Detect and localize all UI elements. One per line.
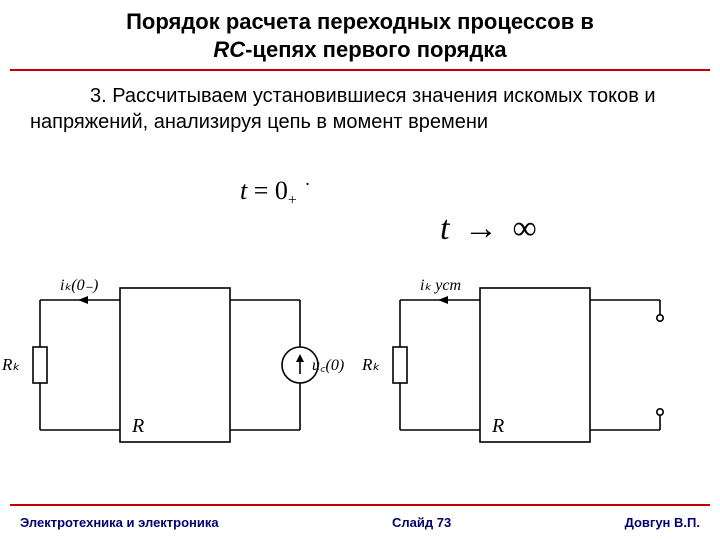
- formula1-dot: .: [305, 169, 310, 189]
- svg-text:Rₖ: Rₖ: [1, 355, 20, 374]
- formula1-eq: = 0: [254, 176, 288, 205]
- footer: Электротехника и электроника Слайд 73 До…: [20, 515, 700, 530]
- footer-center: Слайд 73: [392, 515, 451, 530]
- top-rule: [10, 69, 710, 71]
- body-text: 3. Рассчитываем установившиеся значения …: [30, 85, 656, 133]
- slide-title: Порядок расчета переходных процессов в R…: [0, 0, 720, 67]
- svg-text:u꜀(0): u꜀(0): [312, 357, 344, 374]
- formula2-arrow: →: [458, 210, 504, 247]
- title-rc: RC: [213, 37, 245, 62]
- formula1-sub: +: [288, 192, 297, 209]
- circuits-svg: iₖ(0₋) Rₖ Ru꜀(0) iₖ уст Rₖ R: [0, 260, 720, 480]
- formula-t-zero: t = 0+ .: [240, 176, 308, 210]
- circuit-diagrams: iₖ(0₋) Rₖ Ru꜀(0) iₖ уст Rₖ R: [0, 260, 720, 480]
- formula1-var: t: [240, 176, 247, 205]
- footer-rule: [10, 504, 710, 506]
- body-paragraph: 3. Рассчитываем установившиеся значения …: [0, 73, 720, 135]
- svg-text:iₖ уст: iₖ уст: [420, 277, 461, 294]
- svg-text:iₖ(0₋): iₖ(0₋): [60, 277, 98, 294]
- formula2-inf: ∞: [512, 210, 536, 247]
- formula2-var: t: [440, 210, 449, 247]
- footer-left: Электротехника и электроника: [20, 515, 219, 530]
- svg-text:Rₖ: Rₖ: [361, 355, 380, 374]
- footer-right: Довгун В.П.: [625, 515, 700, 530]
- svg-text:R: R: [131, 415, 144, 437]
- title-line2: -цепях первого порядка: [245, 37, 507, 62]
- svg-text:R: R: [491, 415, 504, 437]
- formula-t-inf: t → ∞: [440, 210, 537, 248]
- title-line1: Порядок расчета переходных процессов в: [126, 9, 594, 34]
